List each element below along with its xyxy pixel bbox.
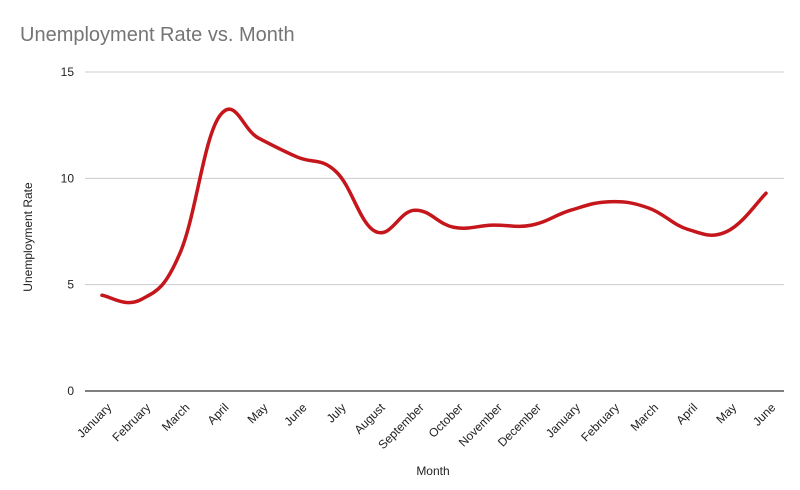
x-tick-label-6: July [324,400,349,425]
data-point-9 [452,225,456,229]
data-point-8 [412,208,416,212]
data-point-14 [647,206,651,210]
series-line-0 [100,107,768,305]
data-point-11 [530,223,534,227]
x-tick-label-2: March [159,400,192,433]
y-tick-label-0: 0 [67,384,74,398]
y-tick-label-15: 15 [61,65,75,79]
data-point-16 [725,230,729,233]
data-point-10 [491,223,495,227]
x-tick-label-5: June [281,400,310,429]
x-tick-label-3: April [205,400,232,427]
data-point-17 [764,191,768,195]
data-point-1 [139,298,143,302]
y-tick-labels: 0 5 10 15 [61,65,75,398]
x-axis-label: Month [416,464,449,478]
y-tick-label-10: 10 [61,171,75,185]
data-point-0 [100,293,104,297]
x-tick-label-1: February [110,400,154,444]
data-point-3 [217,115,221,119]
gridlines [85,71,784,392]
x-tick-label-17: June [750,400,779,429]
x-tick-label-14: March [628,400,661,433]
x-tick-label-13: February [578,400,622,444]
data-point-15 [686,227,690,231]
x-tick-label-15: April [673,400,700,427]
data-point-6 [334,170,338,174]
data-point-5 [295,155,299,159]
x-tick-label-7: August [351,400,388,437]
data-point-2 [178,251,182,255]
series-layer [100,107,768,305]
x-tick-label-4: May [245,400,271,426]
x-tick-label-16: May [713,400,739,426]
data-point-12 [569,208,573,212]
y-axis-label: Unemployment Rate [21,182,35,292]
data-point-7 [373,230,377,233]
data-point-4 [256,136,260,140]
chart-title: Unemployment Rate vs. Month [20,24,295,46]
y-tick-label-5: 5 [67,278,74,292]
data-point-13 [608,200,612,204]
